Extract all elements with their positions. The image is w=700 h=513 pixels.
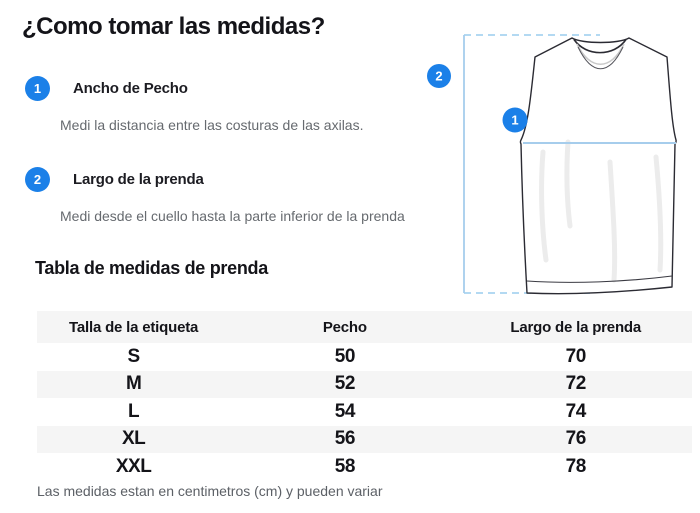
column-header-chest: Pecho (322, 318, 367, 336)
length-cell: 78 (565, 455, 587, 477)
size-cell: M (125, 373, 142, 395)
size-cell: XXL (115, 455, 152, 477)
instruction-item-2: 2 Largo de la prenda (25, 167, 204, 192)
instruction-item-1: 1 Ancho de Pecho (25, 76, 188, 101)
collar (573, 39, 627, 70)
size-cell: XL (121, 428, 146, 450)
size-cell: L (128, 400, 140, 422)
instruction-2-description: Medi desde el cuello hasta la parte infe… (60, 208, 405, 224)
svg-text:1: 1 (511, 113, 518, 128)
table-row: M 52 72 (37, 370, 692, 398)
chest-cell: 56 (334, 428, 356, 450)
length-cell: 74 (565, 400, 587, 422)
length-cell: 72 (565, 373, 587, 395)
footer-note: Las medidas estan en centimetros (cm) y … (37, 483, 383, 499)
instruction-1-description: Medi la distancia entre las costuras de … (60, 117, 364, 133)
hem-line (526, 275, 673, 283)
size-table: Talla de la etiqueta Pecho Largo de la p… (37, 311, 692, 481)
length-cell: 70 (565, 345, 587, 367)
length-cell: 76 (565, 428, 587, 450)
column-header-size: Talla de la etiqueta (69, 318, 199, 336)
svg-text:2: 2 (435, 69, 442, 84)
chest-cell: 54 (334, 400, 356, 422)
garment-diagram: 2 1 (427, 34, 677, 295)
size-table-heading: Tabla de medidas de prenda (35, 258, 268, 278)
chest-cell: 52 (334, 373, 356, 395)
shirt-outline (519, 37, 677, 295)
chest-cell: 58 (334, 455, 356, 477)
size-cell: S (127, 345, 141, 367)
column-header-length: Largo de la prenda (510, 318, 642, 336)
page-title: ¿Como tomar las medidas? (22, 13, 325, 40)
step-2-badge: 2 (25, 167, 50, 192)
table-header-row: Talla de la etiqueta Pecho Largo de la p… (37, 311, 692, 343)
marker-1: 1 (502, 107, 528, 133)
chest-cell: 50 (334, 345, 356, 367)
instruction-2-label: Largo de la prenda (73, 171, 204, 188)
table-row: L 54 74 (37, 398, 692, 426)
marker-2: 2 (427, 64, 451, 88)
instruction-1-label: Ancho de Pecho (73, 80, 188, 97)
table-row: XL 56 76 (37, 425, 692, 453)
step-1-badge: 1 (25, 76, 50, 101)
table-row: S 50 70 (37, 343, 692, 371)
table-row: XXL 58 78 (37, 453, 692, 481)
fabric-shading (539, 139, 664, 283)
